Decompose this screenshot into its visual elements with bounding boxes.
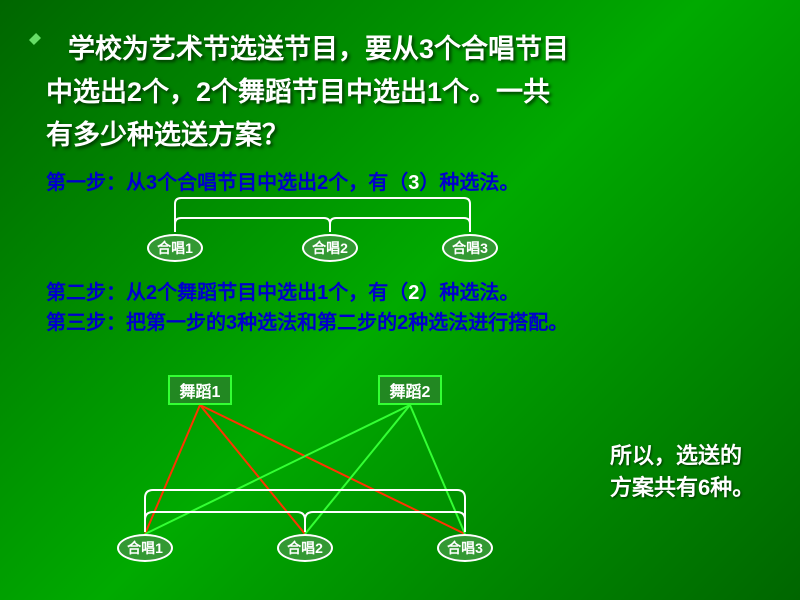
slide: 学校为艺术节选送节目，要从3个合唱节目 中选出2个，2个舞蹈节目中选出1个。一共… bbox=[0, 0, 800, 600]
dance-label-1: 舞蹈1 bbox=[180, 378, 221, 402]
dance-node-2: 舞蹈2 bbox=[378, 375, 442, 405]
chorus2-label-3: 合唱3 bbox=[447, 538, 483, 558]
dance-node-1: 舞蹈1 bbox=[168, 375, 232, 405]
chorus2-node-3: 合唱3 bbox=[437, 534, 493, 562]
chorus-node-1: 合唱1 bbox=[147, 234, 203, 262]
chorus-label-2: 合唱2 bbox=[312, 238, 348, 258]
chorus2-node-2: 合唱2 bbox=[277, 534, 333, 562]
chorus2-label-1: 合唱1 bbox=[127, 538, 163, 558]
question-line2: 中选出2个，2个舞蹈节目中选出1个。一共 bbox=[46, 77, 550, 107]
step2-text-b: ）种选法。 bbox=[419, 282, 519, 304]
question-line3: 有多少种选送方案？ bbox=[46, 120, 289, 150]
chorus2-node-1: 合唱1 bbox=[117, 534, 173, 562]
chorus-node-2: 合唱2 bbox=[302, 234, 358, 262]
step3: 第三步：把第一步的3种选法和第二步的2种选法进行搭配。 bbox=[46, 308, 568, 338]
step2: 第二步：从2个舞蹈节目中选出1个，有（2）种选法。 bbox=[46, 278, 519, 308]
dance-label-2: 舞蹈2 bbox=[390, 378, 431, 402]
step3-text: 第三步：把第一步的3种选法和第二步的2种选法进行搭配。 bbox=[46, 312, 568, 334]
step2-num: 2 bbox=[408, 282, 419, 304]
question: 学校为艺术节选送节目，要从3个合唱节目 中选出2个，2个舞蹈节目中选出1个。一共… bbox=[46, 28, 754, 158]
conclusion: 所以，选送的方案共有6种。 bbox=[610, 440, 760, 504]
question-line1: 学校为艺术节选送节目，要从3个合唱节目 bbox=[68, 34, 569, 64]
chorus-label-1: 合唱1 bbox=[157, 238, 193, 258]
chorus-label-3: 合唱3 bbox=[452, 238, 488, 258]
chorus2-label-2: 合唱2 bbox=[287, 538, 323, 558]
bullet-icon bbox=[29, 33, 41, 45]
step1: 第一步：从3个合唱节目中选出2个，有（3）种选法。 bbox=[46, 168, 754, 198]
step1-num: 3 bbox=[408, 172, 419, 194]
chorus-node-3: 合唱3 bbox=[442, 234, 498, 262]
step1-text-a: 第一步：从3个合唱节目中选出2个，有（ bbox=[46, 172, 408, 194]
step2-text-a: 第二步：从2个舞蹈节目中选出1个，有（ bbox=[46, 282, 408, 304]
step1-text-b: ）种选法。 bbox=[419, 172, 519, 194]
